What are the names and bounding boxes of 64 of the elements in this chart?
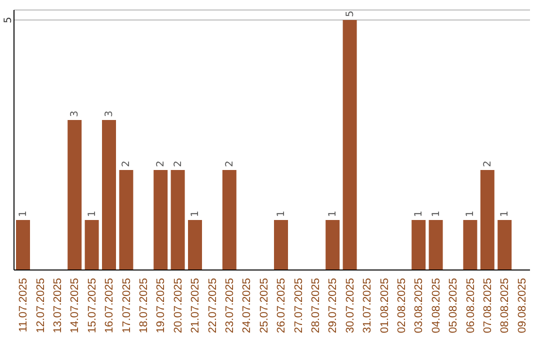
x-tick-label: 17.07.2025 [120, 278, 133, 334]
data-label: 3 [104, 110, 115, 117]
data-label: 1 [18, 210, 29, 217]
x-tick-label: 03.08.2025 [413, 278, 426, 334]
data-label: 2 [172, 160, 184, 167]
bar [222, 170, 236, 270]
bar [188, 220, 202, 270]
data-label: 5 [344, 10, 356, 17]
bar [342, 20, 357, 270]
x-tick-label: 18.07.2025 [138, 278, 150, 334]
x-tick-label: 21.07.2025 [190, 278, 202, 334]
bar [428, 220, 443, 270]
data-label: 1 [86, 210, 98, 217]
x-tick-label: 12.07.2025 [34, 278, 47, 334]
bar [170, 170, 185, 270]
x-tick-label: 15.07.2025 [86, 278, 98, 334]
data-label: 1 [328, 210, 339, 217]
x-tick-label: 24.07.2025 [241, 278, 254, 334]
x-tick-label: 31.07.2025 [362, 278, 374, 334]
data-label: 2 [224, 160, 236, 167]
x-tick-label: 16.07.2025 [104, 278, 116, 334]
x-tick-label: 20.07.2025 [172, 278, 184, 334]
data-label: 1 [190, 210, 201, 217]
x-tick-label: 25.07.2025 [258, 278, 270, 334]
x-tick-label: 14.07.2025 [69, 278, 82, 334]
data-label: 1 [414, 210, 425, 217]
x-tick-label: 05.08.2025 [448, 278, 460, 334]
data-label: 2 [121, 160, 132, 167]
x-tick-label: 26.07.2025 [276, 278, 288, 334]
x-tick-label: 07.08.2025 [482, 278, 494, 334]
bar [326, 220, 340, 270]
x-tick-label: 23.07.2025 [224, 278, 236, 334]
x-tick-label: 13.07.2025 [52, 278, 64, 334]
x-tick-label: 30.07.2025 [344, 278, 356, 334]
x-tick-label: 08.08.2025 [499, 278, 512, 334]
x-tick-label: 04.08.2025 [430, 278, 442, 334]
x-tick-label: 06.08.2025 [464, 278, 477, 334]
x-tick-label: 02.08.2025 [396, 278, 408, 334]
x-tick-label: 01.08.2025 [378, 278, 391, 334]
data-label: 1 [500, 210, 511, 217]
data-label: 2 [156, 160, 167, 167]
x-tick-label: 11.07.2025 [18, 278, 30, 332]
bar [480, 170, 494, 270]
bar [68, 120, 82, 270]
bar [498, 220, 512, 270]
bar [119, 170, 134, 270]
bar [102, 120, 116, 270]
bar [463, 220, 478, 270]
x-tick-label: 09.08.2025 [516, 278, 528, 334]
bar [84, 220, 99, 270]
data-label: 1 [430, 210, 442, 217]
bar [154, 170, 168, 270]
x-tick-label: 19.07.2025 [155, 278, 168, 334]
data-label: 1 [276, 210, 287, 217]
bar [16, 220, 30, 270]
data-label: 3 [70, 110, 81, 117]
x-tick-label: 28.07.2025 [310, 278, 322, 334]
bar [412, 220, 426, 270]
x-tick-label: 29.07.2025 [327, 278, 340, 334]
x-tick-label: 27.07.2025 [292, 278, 305, 334]
data-label: 2 [482, 160, 494, 167]
x-tick-label: 22.07.2025 [206, 278, 219, 334]
data-label: 1 [465, 210, 476, 217]
bar [274, 220, 288, 270]
